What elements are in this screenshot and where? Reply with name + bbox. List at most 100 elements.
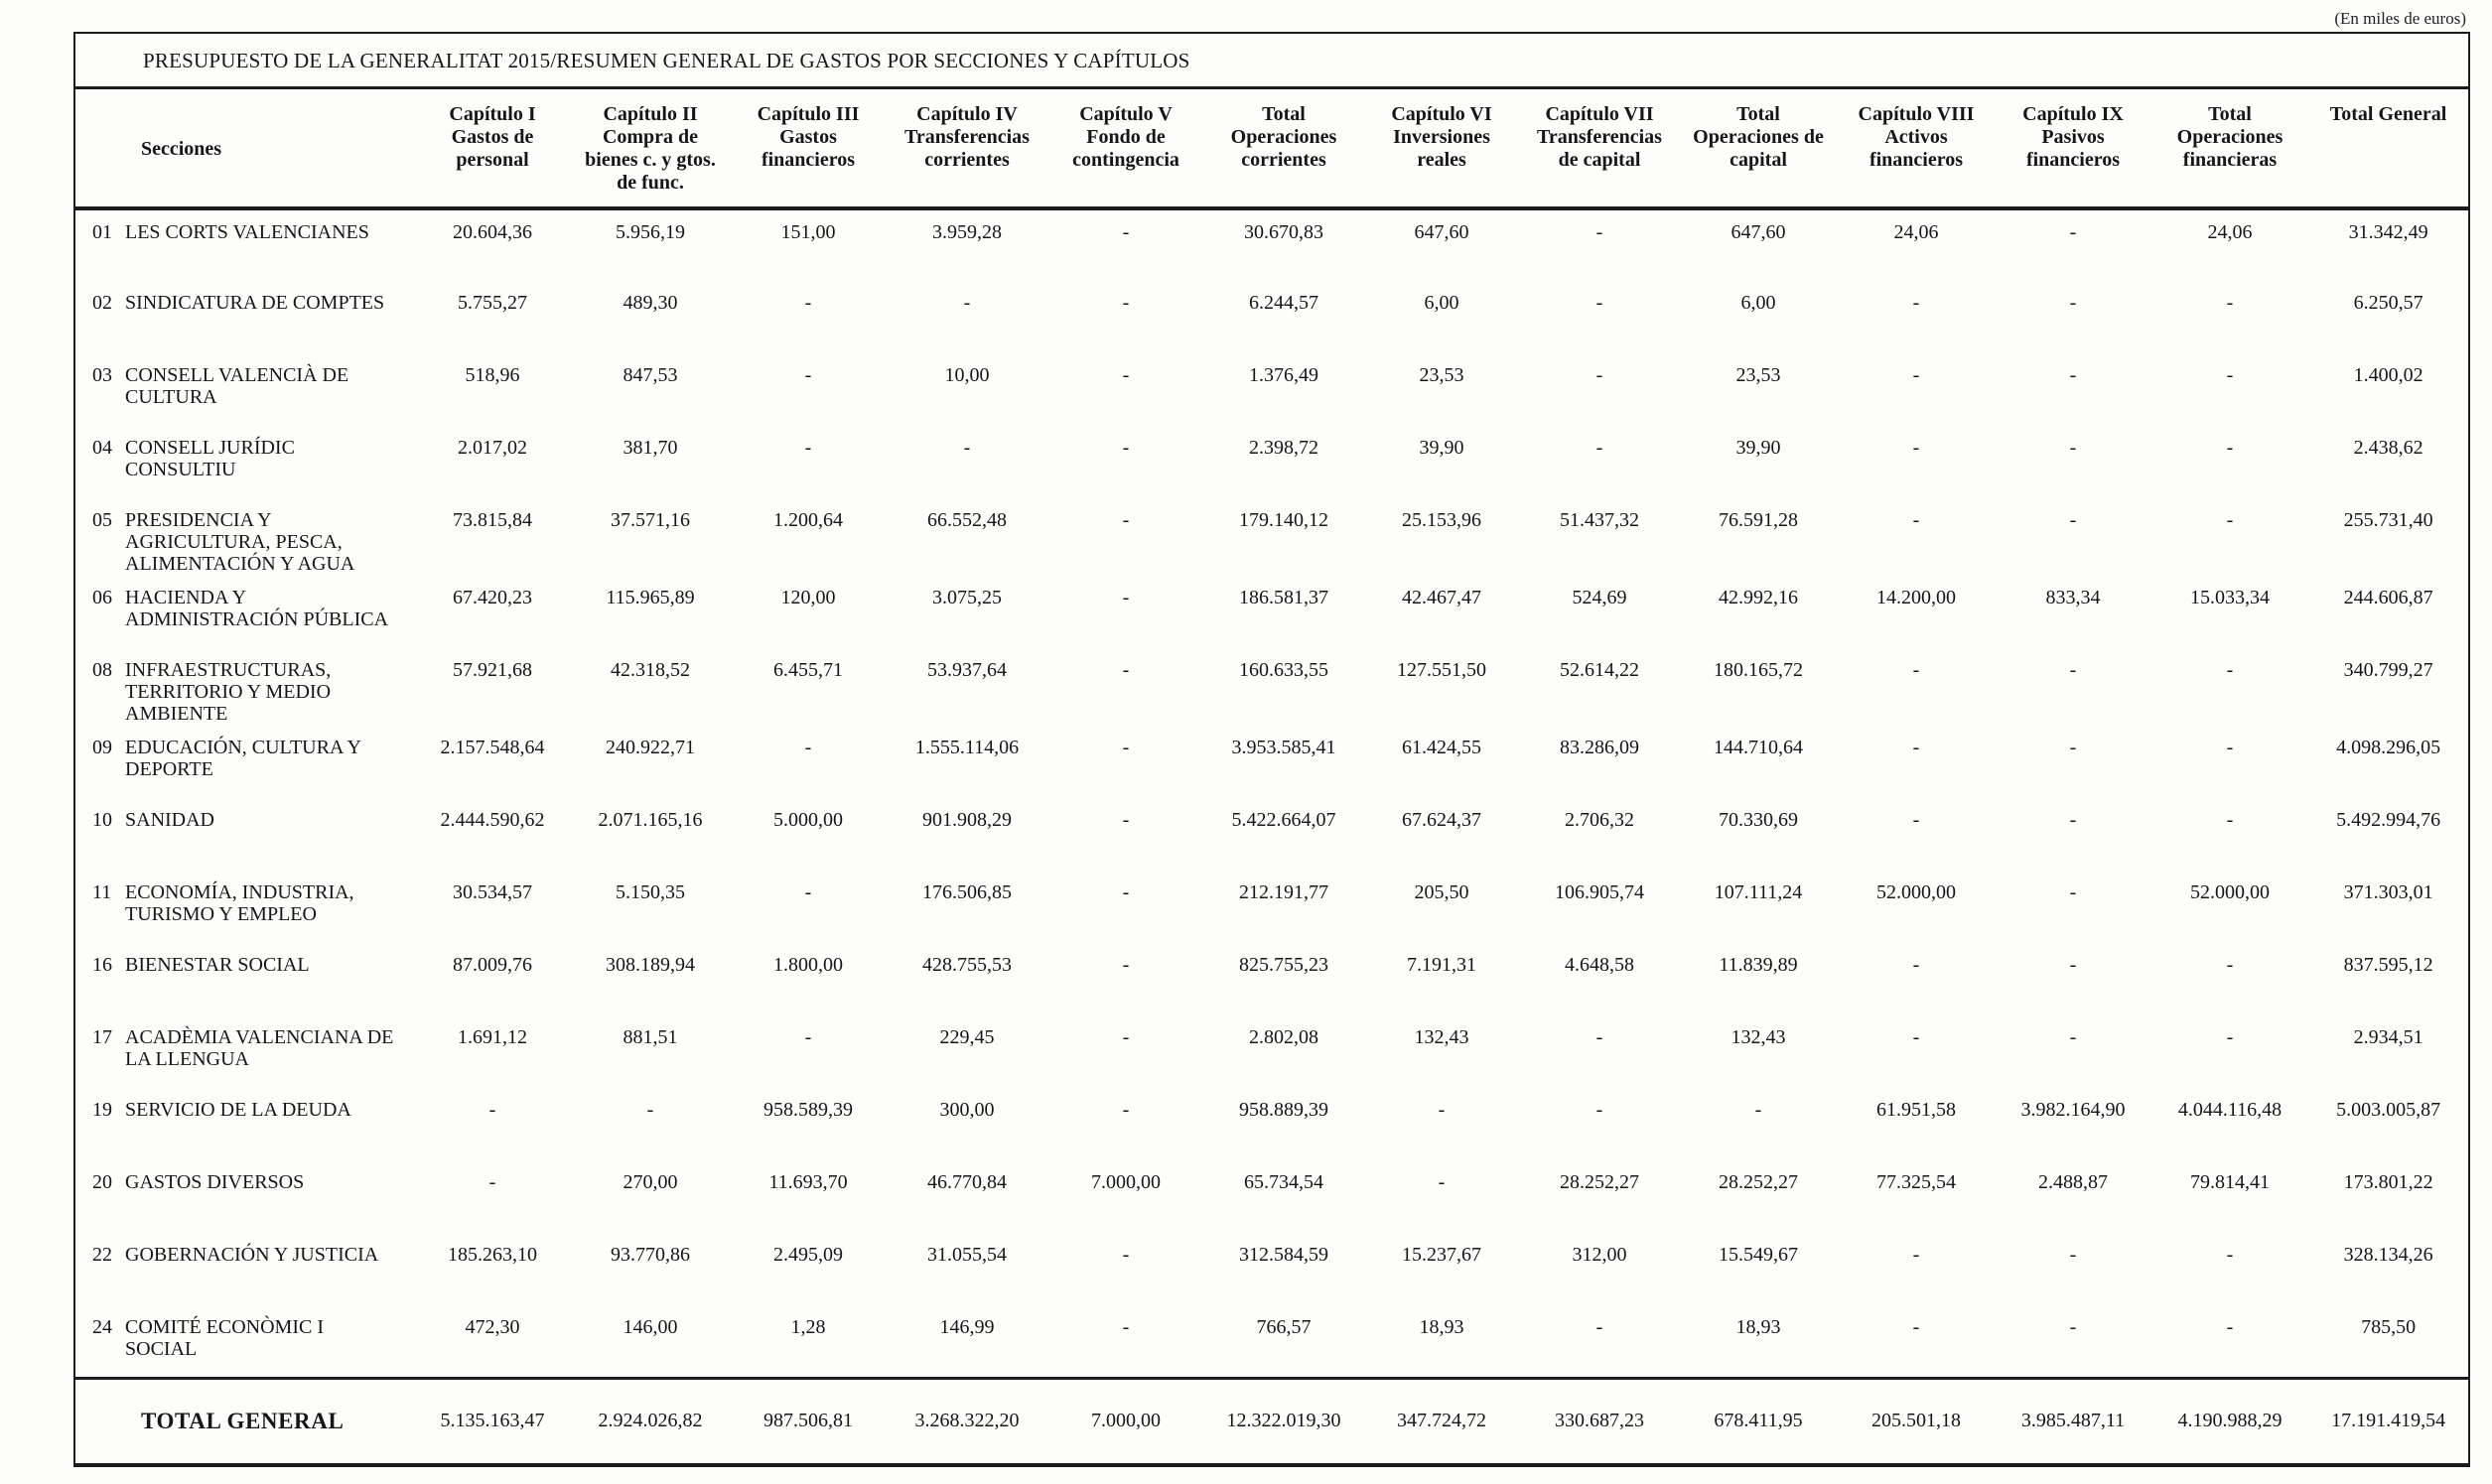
value-cell: 958.889,39	[1239, 1099, 1328, 1121]
total-value-cell: 678.411,95	[1679, 1376, 1838, 1467]
value-cell: 146,99	[939, 1316, 995, 1338]
value-cell: 53.937,64	[927, 659, 1007, 681]
value-cell: 5.000,00	[773, 809, 843, 831]
value-cell: 24,06	[2207, 221, 2253, 243]
value-cell: 328.134,26	[2343, 1244, 2433, 1266]
value-cell: -	[1912, 1244, 1920, 1266]
value-cell: 186.581,37	[1239, 587, 1328, 608]
value-cell: -	[1122, 221, 1130, 243]
value-cell: 1.691,12	[458, 1026, 527, 1048]
value-cell: 77.325,54	[1876, 1171, 1956, 1193]
value-cell: 1.200,64	[773, 509, 843, 531]
section-name: GASTOS DIVERSOS	[125, 1171, 305, 1193]
value-cell: 2.157.548,64	[440, 737, 545, 758]
value-cell: -	[2069, 509, 2077, 531]
value-cell: 7.191,31	[1407, 954, 1476, 976]
value-cell: 115.965,89	[606, 587, 695, 608]
value-cell: 340.799,27	[2343, 659, 2433, 681]
value-cell: -	[2226, 659, 2234, 681]
value-cell: -	[1912, 509, 1920, 531]
value-cell: 15.033,34	[2190, 587, 2270, 608]
value-cell: 6,00	[1740, 292, 1776, 314]
value-cell: 51.437,32	[1560, 509, 1639, 531]
table-title-row: PRESUPUESTO DE LA GENERALITAT 2015/RESUM…	[74, 33, 2470, 89]
section-name: PRESIDENCIA Y AGRICULTURA, PESCA, ALIMEN…	[125, 509, 355, 575]
value-cell: 70.330,69	[1719, 809, 1798, 831]
value-cell: 65.734,54	[1244, 1171, 1323, 1193]
section-code: 19	[92, 1099, 112, 1121]
value-cell: -	[2069, 1316, 2077, 1338]
value-cell: 2.488,87	[2038, 1171, 2108, 1193]
value-cell: 5.755,27	[458, 292, 527, 314]
value-cell: 647,60	[1414, 221, 1469, 243]
value-cell: -	[488, 1171, 496, 1193]
value-cell: -	[1122, 509, 1130, 531]
value-cell: 73.815,84	[453, 509, 532, 531]
section-code: 11	[92, 881, 112, 903]
value-cell: -	[804, 881, 812, 903]
section-code: 06	[92, 587, 112, 608]
value-cell: 371.303,01	[2343, 881, 2433, 903]
value-cell: 18,93	[1419, 1316, 1464, 1338]
value-cell: 11.693,70	[768, 1171, 848, 1193]
value-cell: 5.956,19	[616, 221, 685, 243]
value-cell: -	[963, 292, 971, 314]
column-header: Capítulo III Gastos financieros	[730, 87, 887, 210]
value-cell: 300,00	[939, 1099, 995, 1121]
value-cell: 173.801,22	[2343, 1171, 2433, 1193]
section-code: 22	[92, 1244, 112, 1266]
value-cell: 3.959,28	[932, 221, 1002, 243]
table-row: 11 ECONOMÍA, INDUSTRIA, TURISMO Y EMPLEO 3…	[74, 871, 2469, 943]
value-cell: -	[2069, 881, 2077, 903]
value-cell: -	[1912, 1316, 1920, 1338]
total-value-cell: 3.268.322,20	[887, 1376, 1047, 1467]
table-row: 04 CONSELL JURÍDIC CONSULTIU 2.017,02 381,7…	[74, 426, 2469, 498]
value-cell: -	[1122, 659, 1130, 681]
section-name: CONSELL JURÍDIC CONSULTIU	[125, 437, 295, 480]
value-cell: 2.444.590,62	[440, 809, 545, 831]
value-cell: 127.551,50	[1397, 659, 1486, 681]
value-cell: -	[2069, 437, 2077, 459]
value-cell: -	[1122, 1026, 1130, 1048]
value-cell: -	[1122, 587, 1130, 608]
value-cell: 25.153,96	[1402, 509, 1481, 531]
value-cell: 6.244,57	[1249, 292, 1318, 314]
value-cell: 381,70	[623, 437, 678, 459]
value-cell: 79.814,41	[2190, 1171, 2270, 1193]
value-cell: 308.189,94	[606, 954, 695, 976]
total-value-cell: 17.191.419,54	[2308, 1376, 2470, 1467]
value-cell: 1.555.114,06	[914, 737, 1020, 758]
value-cell: 833,34	[2045, 587, 2101, 608]
value-cell: 4.044.116,48	[2177, 1099, 2283, 1121]
total-value-cell: 987.506,81	[730, 1376, 887, 1467]
value-cell: 647,60	[1731, 221, 1786, 243]
column-header: Capítulo V Fondo de contingencia	[1047, 87, 1204, 210]
value-cell: 7.000,00	[1091, 1171, 1161, 1193]
value-cell: 37.571,16	[611, 509, 690, 531]
section-name: ACADÈMIA VALENCIANA DE LA LLENGUA	[125, 1026, 394, 1070]
value-cell: 1.800,00	[773, 954, 843, 976]
table-row: 22 GOBERNACIÓN Y JUSTICIA 185.263,10 93.770…	[74, 1233, 2469, 1305]
value-cell: 766,57	[1256, 1316, 1312, 1338]
value-cell: -	[1438, 1171, 1446, 1193]
table-row: 06 HACIENDA Y ADMINISTRACIÓN PÚBLICA 67.42…	[74, 576, 2469, 648]
total-label: TOTAL GENERAL	[74, 1376, 414, 1467]
value-cell: 2.495,09	[773, 1244, 843, 1266]
value-cell: 4.648,58	[1565, 954, 1634, 976]
value-cell: -	[2069, 364, 2077, 386]
value-cell: -	[804, 364, 812, 386]
table-title: PRESUPUESTO DE LA GENERALITAT 2015/RESUM…	[74, 33, 2470, 89]
value-cell: -	[1122, 364, 1130, 386]
value-cell: 61.424,55	[1402, 737, 1481, 758]
section-name: SANIDAD	[125, 809, 214, 831]
value-cell: 312,00	[1572, 1244, 1627, 1266]
value-cell: -	[2226, 737, 2234, 758]
table-row: 16 BIENESTAR SOCIAL 87.009,76 308.189,94 1.8…	[74, 943, 2469, 1015]
column-header: Capítulo II Compra de bienes c. y gtos. …	[571, 87, 730, 210]
value-cell: -	[1912, 809, 1920, 831]
column-header: Capítulo I Gastos de personal	[414, 87, 571, 210]
value-cell: -	[2226, 1026, 2234, 1048]
value-cell: 901.908,29	[922, 809, 1012, 831]
value-cell: -	[2069, 809, 2077, 831]
value-cell: -	[2069, 292, 2077, 314]
